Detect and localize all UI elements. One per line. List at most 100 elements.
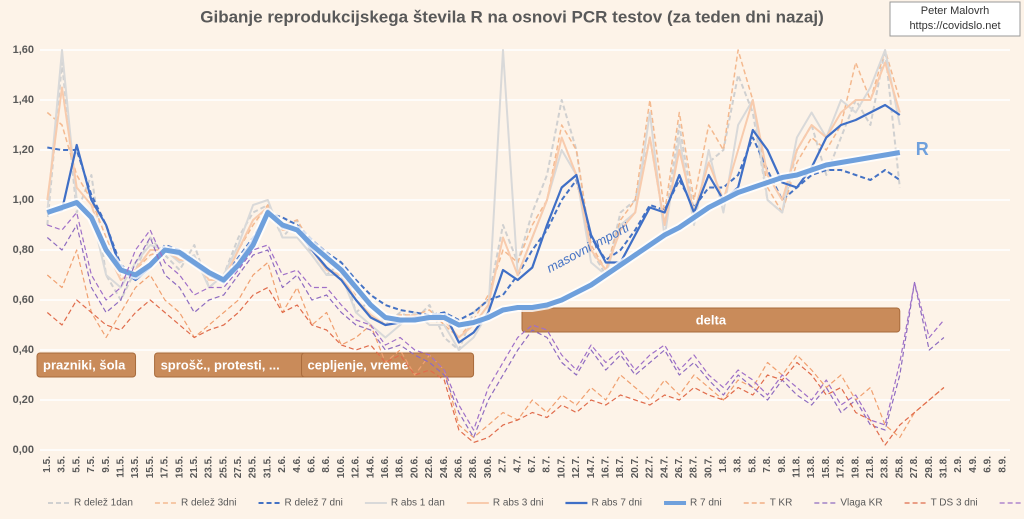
- x-tick-label: 4.6.: [292, 456, 303, 473]
- y-tick-label: 1,40: [13, 94, 34, 106]
- x-tick-label: 27.8.: [909, 456, 920, 478]
- x-tick-label: 12.6.: [351, 456, 362, 478]
- x-tick-label: 17.8.: [836, 456, 847, 478]
- x-tick-label: 2.7.: [498, 456, 509, 473]
- y-tick-label: 0,20: [13, 394, 34, 406]
- x-tick-label: 10.6.: [336, 456, 347, 478]
- legend-label: R delež 3dni: [181, 498, 237, 509]
- series-line: [47, 211, 945, 431]
- x-tick-label: 1.5.: [42, 456, 53, 473]
- x-tick-label: 14.7.: [586, 456, 597, 478]
- x-tick-label: 17.5.: [160, 456, 171, 478]
- y-tick-label: 1,20: [13, 144, 34, 156]
- x-tick-label: 6.7.: [527, 456, 538, 473]
- x-tick-label: 13.5.: [130, 456, 141, 478]
- x-tick-label: 3.5.: [57, 456, 68, 473]
- x-tick-label: 21.8.: [865, 456, 876, 478]
- x-tick-label: 20.6.: [409, 456, 420, 478]
- x-tick-label: 22.6.: [424, 456, 435, 478]
- series-line: [46, 150, 901, 328]
- x-tick-label: 5.8.: [747, 456, 758, 473]
- x-tick-label: 27.5.: [233, 456, 244, 478]
- x-tick-label: 23.5.: [204, 456, 215, 478]
- x-tick-label: 16.6.: [380, 456, 391, 478]
- x-tick-label: 2.6.: [277, 456, 288, 473]
- x-tick-label: 30.6.: [483, 456, 494, 478]
- y-tick-label: 0,00: [13, 444, 34, 456]
- series-line: [46, 224, 945, 439]
- legend-label: R abs 3 dni: [493, 498, 544, 509]
- x-tick-label: 11.5.: [115, 456, 126, 478]
- x-tick-label: 8.6.: [321, 456, 332, 473]
- x-tick-label: 31.5.: [262, 456, 273, 478]
- x-tick-label: 28.6.: [468, 456, 479, 478]
- y-tick-label: 0,40: [13, 344, 34, 356]
- x-tick-label: 29.5.: [248, 456, 259, 478]
- y-tick-label: 0,80: [13, 244, 34, 256]
- x-tick-label: 14.6.: [365, 456, 376, 478]
- chart-title: Gibanje reprodukcijskega števila R na os…: [200, 7, 824, 26]
- x-tick-label: 29.8.: [924, 456, 935, 478]
- series-line: [46, 49, 901, 351]
- x-tick-label: 10.7.: [556, 456, 567, 478]
- x-tick-label: 23.8.: [880, 456, 891, 478]
- legend-label: R delež 7 dni: [285, 498, 343, 509]
- x-tick-label: 4.7.: [512, 456, 523, 473]
- series-line: [47, 103, 901, 344]
- annotation: prazniki, šola: [43, 357, 126, 372]
- x-tick-label: 31.8.: [939, 456, 950, 478]
- legend-label: R 7 dni: [690, 498, 722, 509]
- series-line: [47, 136, 901, 321]
- x-tick-label: 25.8.: [894, 456, 905, 478]
- y-tick-label: 1,00: [13, 194, 34, 206]
- annotation-box: [36, 352, 137, 378]
- x-tick-label: 28.7.: [689, 456, 700, 478]
- x-tick-label: 26.6.: [454, 456, 465, 478]
- y-tick-label: 1,60: [13, 44, 34, 56]
- x-tick-label: 12.7.: [571, 456, 582, 478]
- credit-box: [889, 1, 1021, 37]
- x-tick-label: 8.9.: [997, 456, 1008, 473]
- x-tick-label: 7.5.: [86, 456, 97, 473]
- legend-label: Vlaga KR: [840, 498, 882, 509]
- x-tick-label: 3.8.: [733, 456, 744, 473]
- x-tick-label: 1.8.: [718, 456, 729, 473]
- x-tick-label: 26.7.: [674, 456, 685, 478]
- x-tick-label: 30.7.: [703, 456, 714, 478]
- y-tick-label: 0,60: [13, 294, 34, 306]
- x-tick-label: 4.9.: [968, 456, 979, 473]
- x-tick-label: 21.5.: [189, 456, 200, 478]
- x-tick-label: 6.9.: [983, 456, 994, 473]
- x-tick-label: 8.7.: [542, 456, 553, 473]
- x-tick-label: 6.6.: [307, 456, 318, 473]
- series-line: [46, 49, 901, 339]
- credit: Peter Malovrh: [921, 5, 989, 17]
- annotation: R: [916, 139, 929, 159]
- legend-label: T KR: [770, 498, 793, 509]
- legend-label: R abs 7 dni: [591, 498, 642, 509]
- legend-label: R abs 1 dan: [391, 498, 445, 509]
- credit: https://covidslo.net: [909, 20, 1000, 32]
- series-line: [46, 249, 945, 439]
- x-tick-label: 25.5.: [218, 456, 229, 478]
- annotation-box: [521, 307, 901, 333]
- x-tick-label: 22.7.: [645, 456, 656, 478]
- annotation: delta: [696, 312, 727, 327]
- x-tick-label: 9.5.: [101, 456, 112, 473]
- annotation: cepljenje, vreme: [308, 357, 409, 372]
- x-tick-label: 2.9.: [953, 456, 964, 473]
- x-tick-label: 13.8.: [806, 456, 817, 478]
- legend-label: R delež 1dan: [74, 498, 133, 509]
- x-tick-label: 19.5.: [174, 456, 185, 478]
- series-line: [46, 286, 945, 446]
- annotation: sprošč., protesti, ...: [161, 357, 280, 372]
- x-tick-label: 15.8.: [821, 456, 832, 478]
- x-tick-label: 15.5.: [145, 456, 156, 478]
- legend-label: T DS 3 dni: [931, 498, 978, 509]
- x-tick-label: 11.8.: [792, 456, 803, 478]
- x-tick-label: 7.8.: [762, 456, 773, 473]
- x-tick-label: 20.7.: [630, 456, 641, 478]
- x-tick-label: 18.7.: [615, 456, 626, 478]
- x-tick-label: 24.7.: [659, 456, 670, 478]
